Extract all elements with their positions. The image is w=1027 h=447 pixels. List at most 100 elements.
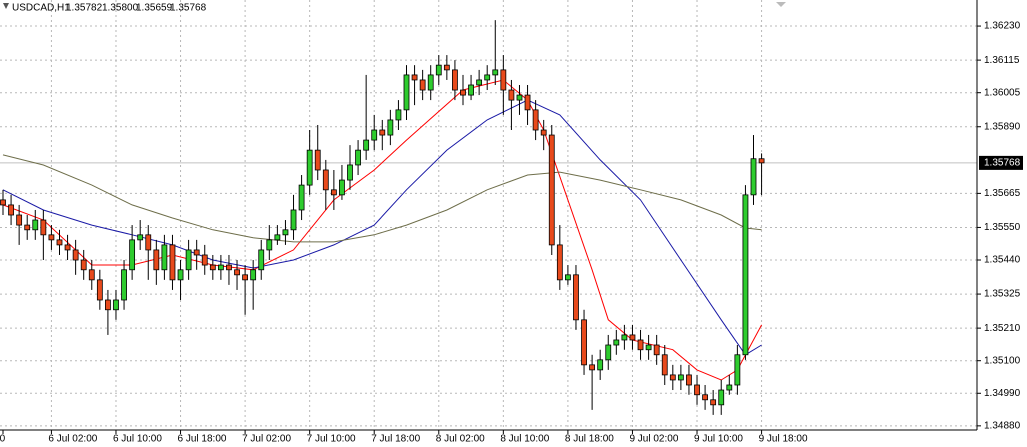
y-tick-label: 1.35440 bbox=[984, 255, 1021, 266]
candle-body bbox=[363, 139, 370, 151]
candle-body bbox=[484, 74, 491, 81]
candle-body bbox=[532, 109, 539, 131]
candle-body bbox=[234, 269, 240, 276]
current-price-label: 1.35768 bbox=[984, 158, 1021, 169]
candle-body bbox=[153, 249, 160, 271]
candle-body bbox=[686, 374, 692, 386]
ohlc-close: 1.35768 bbox=[170, 3, 207, 14]
y-tick-label: 1.35100 bbox=[984, 355, 1021, 366]
candle-body bbox=[758, 158, 765, 164]
candle-body bbox=[460, 89, 466, 96]
candle-body bbox=[177, 269, 184, 281]
candle-body bbox=[605, 344, 612, 361]
candle-body bbox=[734, 354, 741, 386]
candle-body bbox=[435, 64, 442, 76]
candle-body bbox=[40, 219, 47, 236]
candle-body bbox=[193, 249, 200, 256]
candle-body bbox=[581, 319, 587, 366]
candle-body bbox=[371, 129, 378, 141]
candle-body bbox=[242, 274, 249, 281]
candle-body bbox=[32, 219, 39, 231]
candle-body bbox=[524, 94, 531, 111]
candle-body bbox=[589, 364, 596, 371]
shift-marker bbox=[776, 2, 786, 7]
x-tick-label: 7 Jul 02:00 bbox=[242, 434, 291, 445]
candle-body bbox=[96, 279, 103, 301]
candle-body bbox=[419, 79, 426, 91]
candle-body bbox=[379, 129, 386, 136]
x-tick-label: 9 Jul 02:00 bbox=[629, 434, 678, 445]
x-tick-label: 8 Jul 02:00 bbox=[436, 434, 485, 445]
candle-body bbox=[597, 359, 604, 371]
candle-body bbox=[500, 69, 507, 91]
candle-body bbox=[258, 249, 265, 271]
candle-body bbox=[113, 299, 119, 311]
candle-body bbox=[702, 394, 708, 401]
candle-body bbox=[24, 224, 31, 231]
x-tick-label: 2 Jul 2020 bbox=[0, 434, 6, 445]
candle-body bbox=[508, 89, 515, 101]
candle-body bbox=[88, 269, 95, 281]
candle-body bbox=[726, 384, 733, 391]
y-tick-label: 1.35210 bbox=[984, 323, 1021, 334]
candle-body bbox=[411, 74, 418, 81]
candle-body bbox=[290, 209, 297, 231]
candle-body bbox=[250, 269, 257, 281]
x-tick-label: 7 Jul 18:00 bbox=[371, 434, 420, 445]
x-tick-label: 7 Jul 10:00 bbox=[307, 434, 356, 445]
candle-body bbox=[403, 74, 410, 111]
candle-body bbox=[387, 119, 394, 136]
candle-body bbox=[548, 134, 555, 246]
candle-body bbox=[64, 244, 71, 251]
candle-body bbox=[161, 244, 168, 271]
candle-body bbox=[56, 239, 63, 246]
candle-body bbox=[16, 214, 23, 226]
candle-body bbox=[314, 149, 321, 171]
candle-body bbox=[355, 149, 361, 166]
x-tick-label: 8 Jul 10:00 bbox=[500, 434, 549, 445]
candle-body bbox=[750, 158, 757, 196]
x-tick-label: 6 Jul 18:00 bbox=[178, 434, 227, 445]
symbol-icon bbox=[3, 3, 9, 9]
candle-body bbox=[573, 274, 579, 321]
x-tick-label: 6 Jul 02:00 bbox=[48, 434, 97, 445]
candle-body bbox=[677, 374, 684, 381]
candle-body bbox=[0, 199, 6, 206]
candle-body bbox=[637, 339, 644, 351]
candle-body bbox=[266, 239, 273, 251]
x-tick-label: 9 Jul 18:00 bbox=[759, 434, 808, 445]
candle-body bbox=[669, 374, 676, 381]
candle-body bbox=[468, 84, 474, 96]
y-tick-label: 1.34990 bbox=[984, 388, 1021, 399]
candle-body bbox=[169, 244, 176, 281]
candle-body bbox=[516, 94, 523, 101]
candle-body bbox=[80, 259, 87, 271]
candle-body bbox=[540, 129, 547, 136]
axes: 1.36230 1.36115 1.36005 1.35890 1.35665 1.355… bbox=[0, 21, 1023, 445]
candle-body bbox=[129, 239, 136, 271]
ohlc-high: 1.35800 bbox=[102, 3, 139, 14]
candle-body bbox=[137, 234, 144, 241]
candle-body bbox=[395, 109, 402, 121]
candle-body bbox=[217, 264, 224, 271]
candle-body bbox=[282, 229, 289, 236]
candle-body bbox=[306, 149, 313, 186]
candle-body bbox=[556, 244, 563, 281]
candle-body bbox=[105, 299, 111, 311]
candle-body bbox=[629, 334, 636, 341]
candle-body bbox=[718, 389, 725, 406]
x-tick-label: 8 Jul 18:00 bbox=[565, 434, 614, 445]
candle-body bbox=[613, 339, 620, 346]
candle-body bbox=[621, 334, 628, 341]
candle-body bbox=[274, 234, 281, 241]
candle-body bbox=[653, 344, 660, 356]
ohlc-low: 1.35659 bbox=[136, 3, 173, 14]
candle-body bbox=[226, 264, 232, 271]
y-tick-label: 1.34880 bbox=[984, 420, 1021, 431]
candle-body bbox=[48, 234, 55, 241]
y-tick-label: 1.35665 bbox=[984, 188, 1021, 199]
candle-body bbox=[452, 69, 458, 91]
y-tick-label: 1.35890 bbox=[984, 121, 1021, 132]
